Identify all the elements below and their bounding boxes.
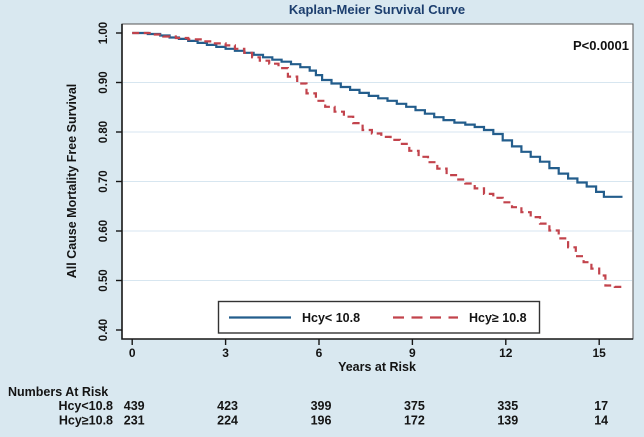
risk-row-label: Hcy<10.8 — [58, 399, 113, 413]
risk-count: 17 — [594, 399, 608, 413]
risk-row-label: Hcy≥10.8 — [59, 414, 113, 428]
risk-count: 439 — [124, 399, 145, 413]
series-line-1 — [132, 31, 625, 288]
risk-count: 224 — [217, 414, 238, 428]
x-tick-label: 9 — [409, 346, 416, 360]
risk-count: 399 — [311, 399, 332, 413]
axis-lines — [121, 24, 633, 340]
legend-label-hcy-high: Hcy≥ 10.8 — [469, 311, 527, 325]
risk-count: 139 — [497, 414, 518, 428]
p-value-annotation: P<0.0001 — [573, 38, 629, 53]
risk-count: 335 — [497, 399, 518, 413]
x-tick-label: 12 — [499, 346, 513, 360]
y-tick-label: 0.40 — [98, 319, 110, 341]
y-tick-label: 0.80 — [98, 121, 110, 143]
risk-count: 375 — [404, 399, 425, 413]
risk-count: 172 — [404, 414, 425, 428]
survival-curves — [132, 31, 625, 288]
x-tick-labels: 0 3 6 9 12 15 — [129, 346, 606, 360]
x-tick-label: 3 — [222, 346, 229, 360]
risk-table-title: Numbers At Risk — [8, 385, 108, 399]
tick-marks — [116, 32, 600, 345]
legend-label-hcy-low: Hcy< 10.8 — [302, 311, 360, 325]
risk-count: 423 — [217, 399, 238, 413]
risk-count: 14 — [594, 414, 608, 428]
series-line-0 — [132, 31, 623, 198]
risk-table: Hcy<10.8 439 423 399 375 335 17 Hcy≥10.8 231 224 1… — [58, 399, 608, 428]
y-tick-label: 0.60 — [98, 220, 110, 242]
x-axis-title: Years at Risk — [338, 360, 416, 374]
gridlines — [123, 81, 632, 282]
y-tick-label: 0.50 — [98, 269, 110, 291]
risk-count: 196 — [311, 414, 332, 428]
chart-title: Kaplan-Meier Survival Curve — [289, 2, 465, 17]
x-tick-label: 15 — [593, 346, 607, 360]
y-axis-title: All Cause Mortality Free Survival — [65, 84, 79, 279]
y-tick-label: 1.00 — [98, 22, 110, 44]
risk-count: 231 — [124, 414, 145, 428]
y-tick-label: 0.70 — [98, 170, 110, 192]
x-tick-label: 0 — [129, 346, 136, 360]
legend: Hcy< 10.8 Hcy≥ 10.8 — [217, 300, 541, 334]
y-tick-label: 0.90 — [98, 71, 110, 93]
y-tick-labels: 1.00 0.90 0.80 0.70 0.60 0.50 0.40 — [98, 22, 110, 341]
x-tick-label: 6 — [316, 346, 323, 360]
